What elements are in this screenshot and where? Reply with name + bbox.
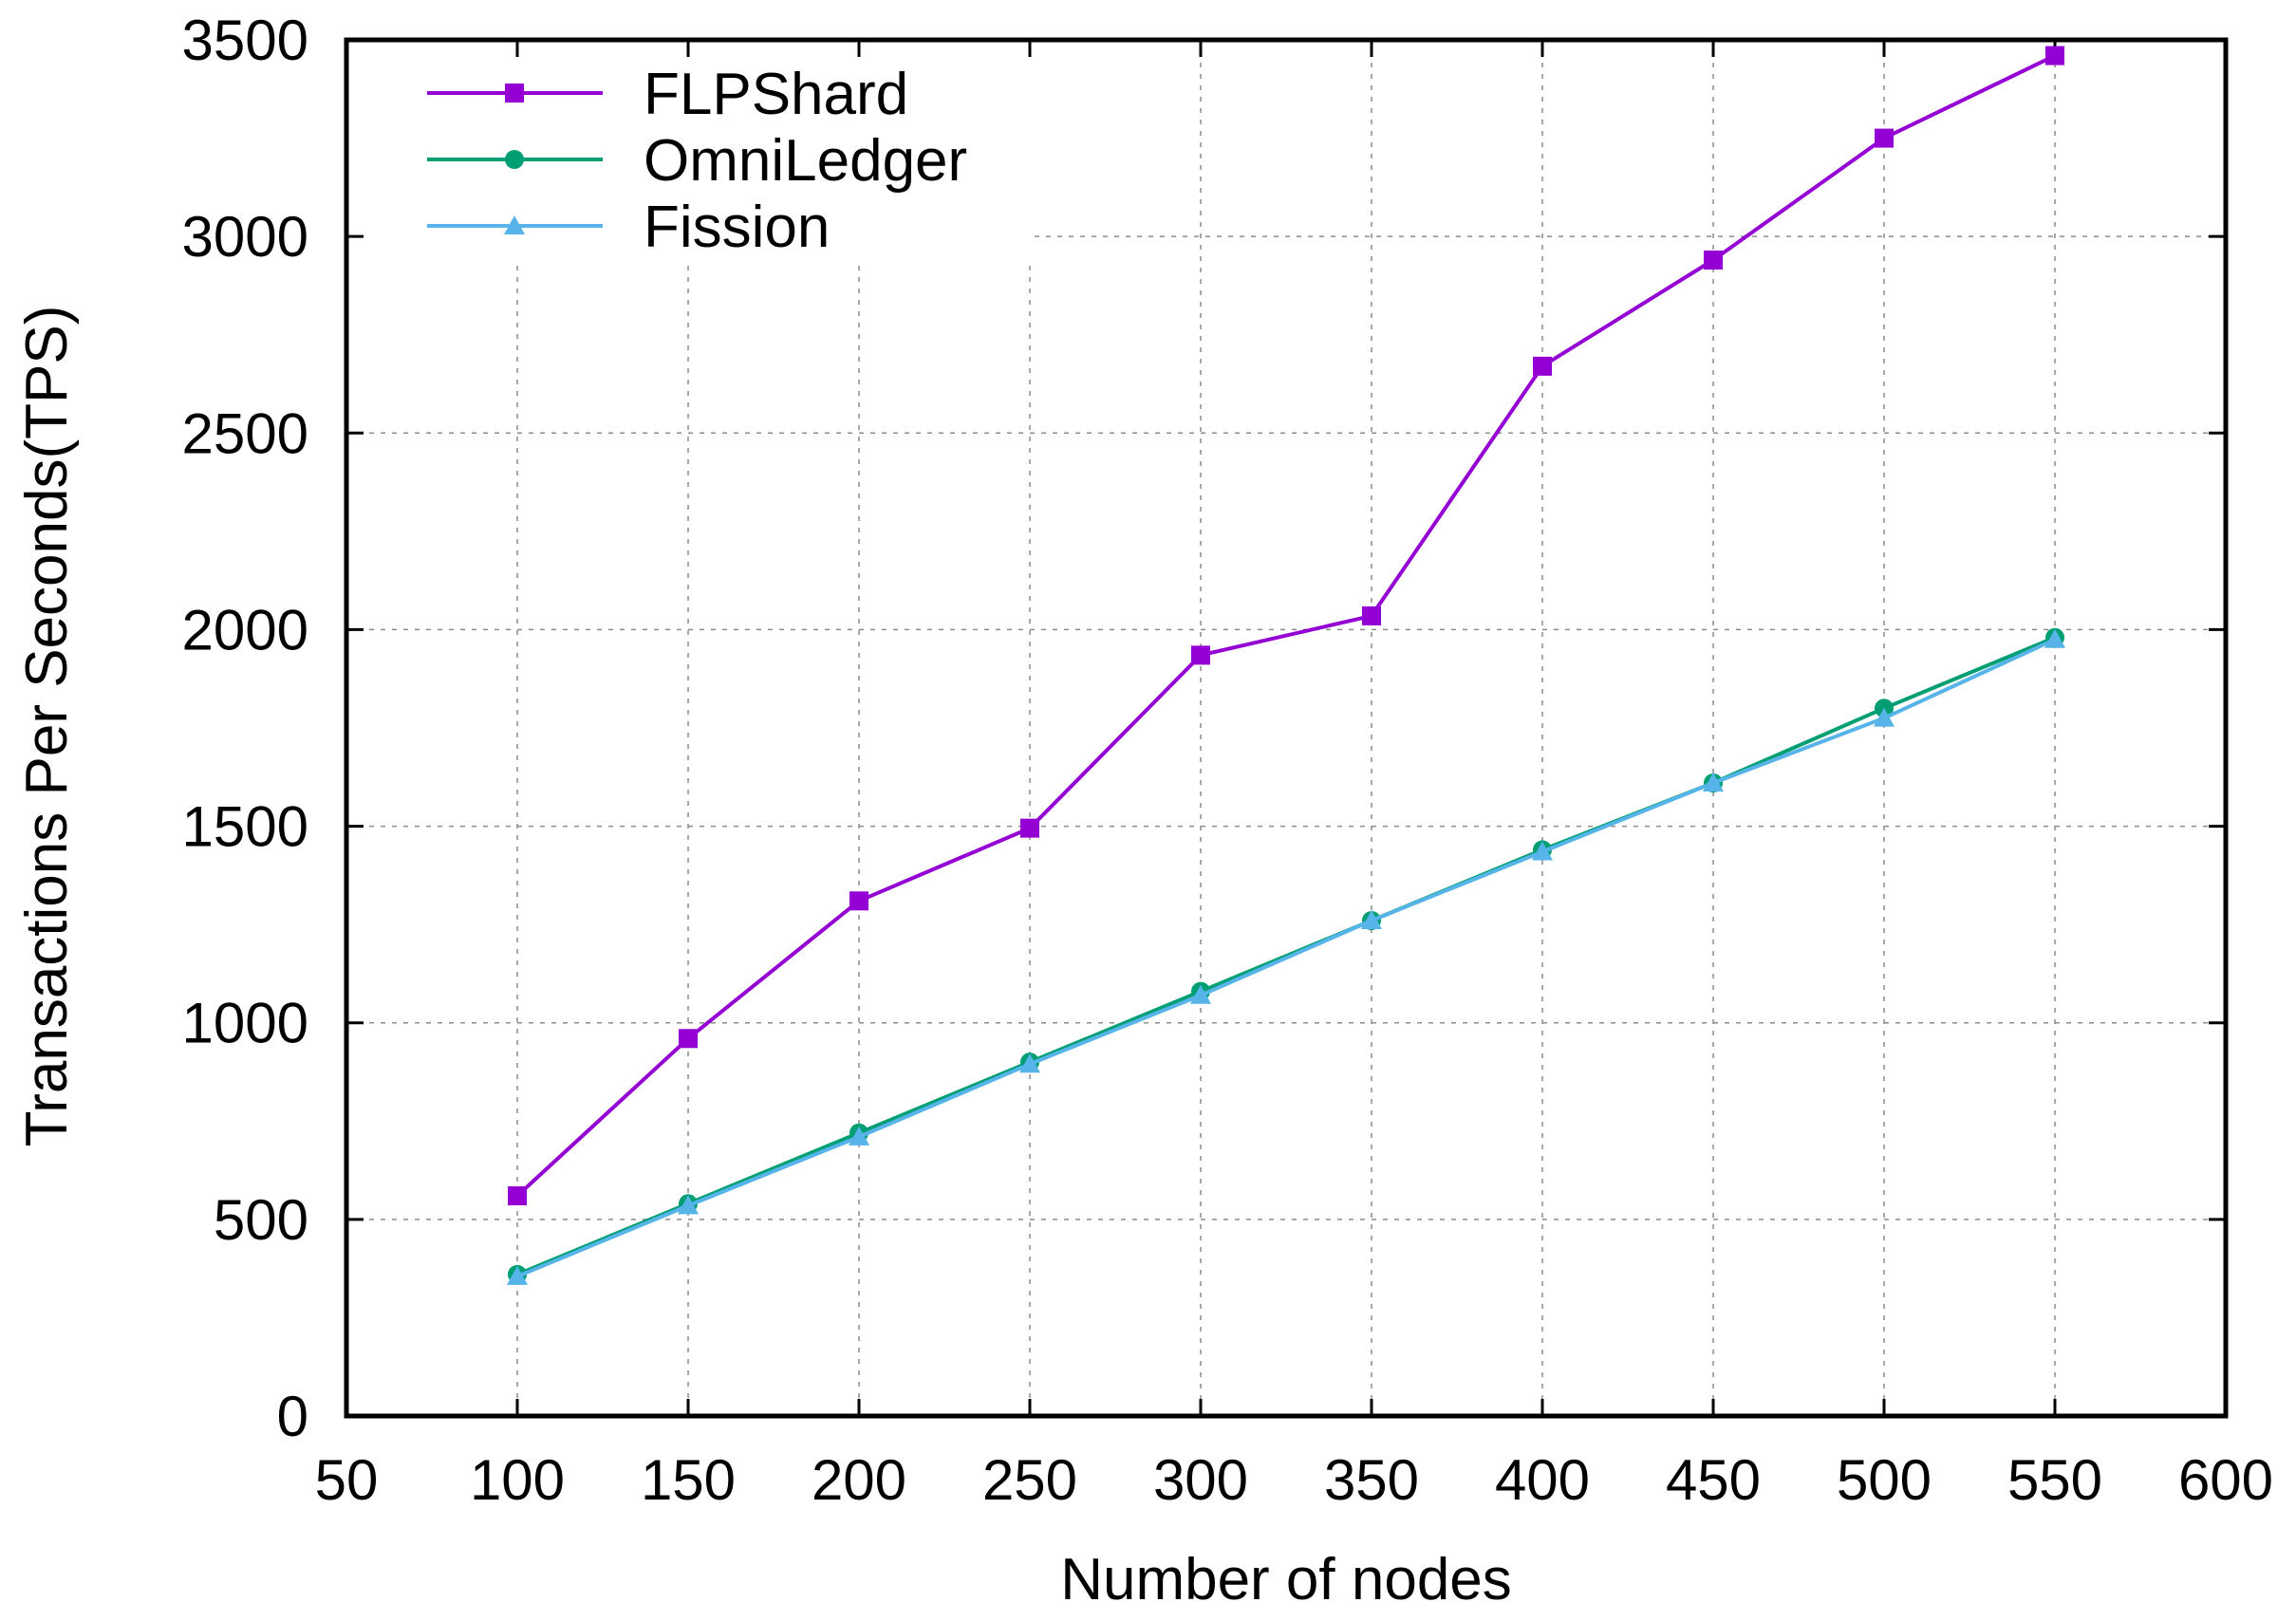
grid [346,40,2226,1416]
legend-label-omniledger: OmniLedger [644,128,967,194]
legend-item-fission: Fission [427,195,830,260]
data-point-fission [1532,841,1553,861]
data-point-fission [1190,984,1211,1004]
series-fission [507,628,2065,1285]
data-point-fission [507,1265,528,1285]
y-axis-title: Transactions Per Seconds(TPS) [14,306,80,1147]
y-tick-label: 3000 [182,205,308,269]
data-point-flpshard [1875,128,1894,148]
x-tick-label: 500 [1837,1448,1932,1512]
series-line-fission [516,637,2056,1278]
x-tick-label: 450 [1666,1448,1761,1512]
x-axis-title: Number of nodes [1060,1547,1512,1612]
data-point-flpshard [1704,251,1723,270]
x-tick-label: 600 [2178,1448,2273,1512]
data-point-fission [1874,707,1895,727]
x-tick-label: 50 [315,1448,379,1512]
data-point-flpshard [1020,818,1039,838]
data-point-fission [678,1195,699,1215]
y-tick-label: 2500 [182,401,308,465]
legend-label-fission: Fission [644,195,830,260]
data-point-flpshard [2045,46,2064,65]
x-tick-label: 550 [2007,1448,2102,1512]
x-tick-label: 200 [812,1448,906,1512]
y-tick-label: 1000 [182,992,308,1055]
legend-marker-fission [504,215,525,234]
plot-frame [344,37,2229,1419]
x-tick-label: 250 [982,1448,1077,1512]
data-point-flpshard [1191,645,1210,665]
legend-marker-omniledger [505,150,524,169]
legend-marker-flpshard [505,84,524,102]
x-tick-label: 100 [470,1448,565,1512]
axes: 50 100 150 200 250 300 350 400 450 500 550 600 0 500 1… [182,9,2274,1512]
legend-item-omniledger: OmniLedger [427,128,967,194]
data-point-fission [849,1126,869,1146]
series-flpshard [508,46,2064,1205]
x-tick-label: 150 [641,1448,736,1512]
y-tick-label: 1500 [182,795,308,859]
x-tick-label: 300 [1153,1448,1248,1512]
data-point-fission [1361,910,1382,929]
y-tick-label: 3500 [182,9,308,72]
data-point-flpshard [679,1029,698,1049]
data-point-flpshard [1533,356,1552,376]
series [507,46,2065,1285]
data-point-fission [1703,773,1724,792]
series-line-flpshard [515,53,2056,1198]
data-point-flpshard [1362,606,1381,625]
x-tick-label: 400 [1495,1448,1590,1512]
x-tick-label: 350 [1324,1448,1419,1512]
data-point-flpshard [508,1186,527,1205]
legend-item-flpshard: FLPShard [427,62,908,127]
y-tick-label: 0 [277,1385,308,1448]
y-tick-label: 500 [214,1188,308,1252]
y-tick-label: 2000 [182,598,308,661]
data-point-fission [1019,1053,1040,1073]
legend-label-flpshard: FLPShard [644,62,908,127]
data-point-fission [2044,628,2065,648]
data-point-flpshard [849,891,868,911]
